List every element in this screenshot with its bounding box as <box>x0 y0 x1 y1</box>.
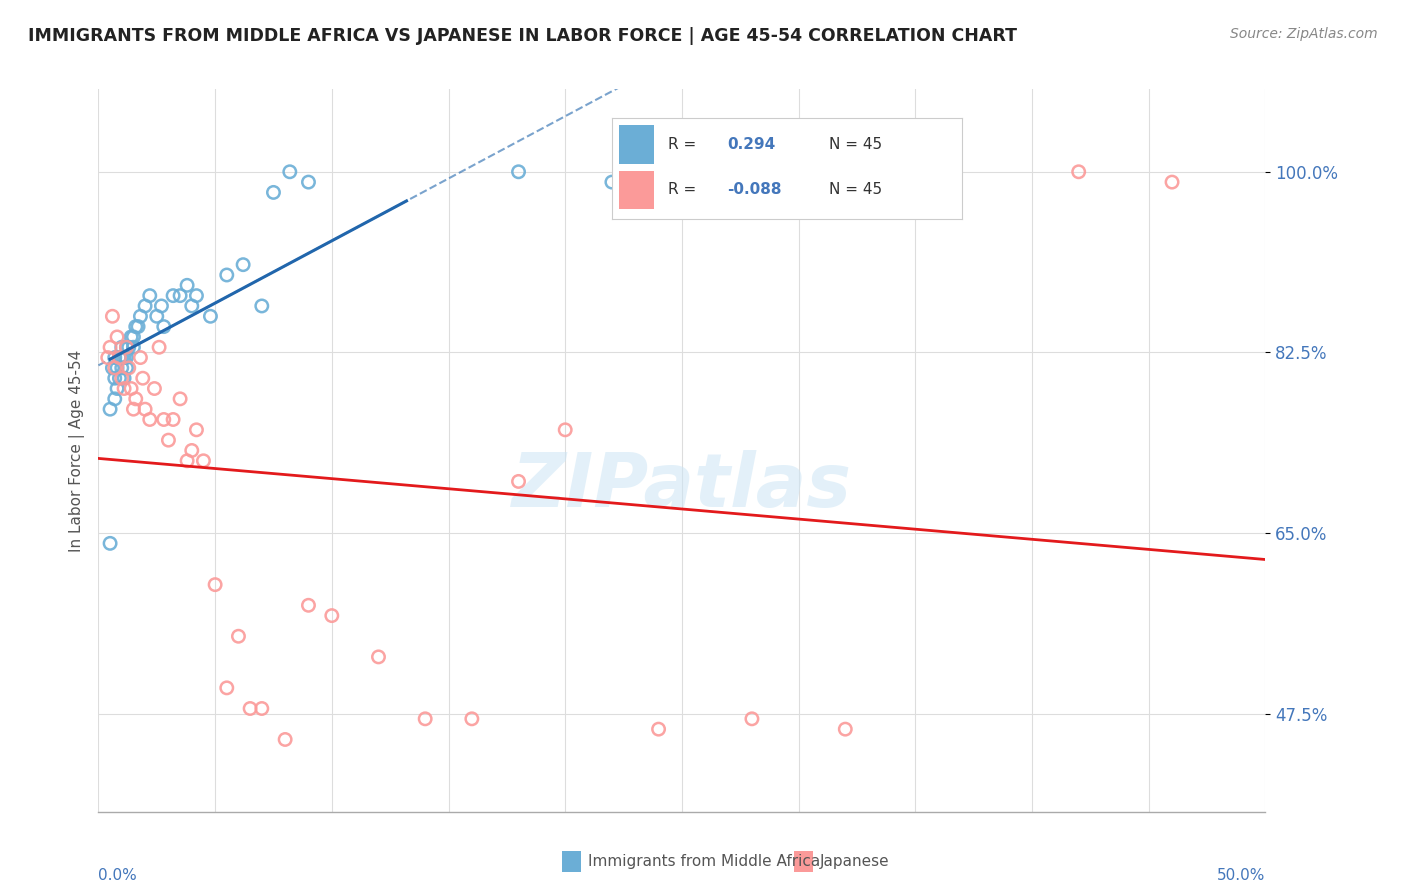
Point <box>104 360 127 375</box>
Point <box>118 360 141 375</box>
Point <box>169 288 191 302</box>
Point <box>250 299 273 313</box>
Point <box>108 351 131 365</box>
Point <box>162 288 184 302</box>
Point <box>111 360 134 375</box>
Text: Source: ZipAtlas.com: Source: ZipAtlas.com <box>1230 27 1378 41</box>
Point <box>129 351 152 365</box>
Text: 0.0%: 0.0% <box>98 869 138 883</box>
Point <box>104 392 127 406</box>
Text: 50.0%: 50.0% <box>1218 869 1265 883</box>
Point <box>98 340 121 354</box>
Point <box>215 268 238 282</box>
Point <box>508 165 530 179</box>
Point <box>104 371 127 385</box>
Point <box>125 319 148 334</box>
Point <box>1161 175 1184 189</box>
Point <box>834 722 856 736</box>
Point <box>367 649 389 664</box>
Point <box>647 722 669 736</box>
Point <box>122 330 145 344</box>
Point <box>112 371 135 385</box>
Point <box>122 340 145 354</box>
Point <box>278 165 301 179</box>
Point <box>239 701 262 715</box>
Point <box>112 351 135 365</box>
Point <box>115 351 138 365</box>
Point <box>554 423 576 437</box>
Point <box>297 175 319 189</box>
Point <box>176 454 198 468</box>
Point <box>105 360 128 375</box>
Point <box>139 288 162 302</box>
Point <box>169 392 191 406</box>
Point <box>143 382 166 396</box>
Point <box>508 475 530 489</box>
Point <box>122 402 145 417</box>
Point <box>297 599 319 613</box>
Point <box>115 340 138 354</box>
Point <box>105 330 128 344</box>
Point <box>104 351 127 365</box>
Y-axis label: In Labor Force | Age 45-54: In Labor Force | Age 45-54 <box>69 350 84 551</box>
Point <box>186 423 208 437</box>
Point <box>101 360 124 375</box>
Point <box>118 340 141 354</box>
Point <box>148 340 170 354</box>
Point <box>274 732 297 747</box>
Point <box>111 371 134 385</box>
Point <box>132 371 155 385</box>
Point <box>180 299 202 313</box>
Text: ZIPatlas: ZIPatlas <box>512 450 852 523</box>
Point <box>600 175 623 189</box>
Point <box>262 186 284 200</box>
Point <box>127 319 149 334</box>
Point <box>186 288 208 302</box>
Point <box>228 629 250 643</box>
Point <box>413 712 436 726</box>
Point <box>152 412 174 426</box>
Point <box>108 371 131 385</box>
Point <box>134 402 156 417</box>
Point <box>215 681 238 695</box>
Point <box>108 351 131 365</box>
Point <box>115 360 138 375</box>
Point <box>129 310 152 324</box>
Point <box>134 299 156 313</box>
Point <box>204 577 226 591</box>
Point <box>176 278 198 293</box>
Point <box>101 310 124 324</box>
Point <box>115 340 138 354</box>
Text: Immigrants from Middle Africa: Immigrants from Middle Africa <box>588 855 820 869</box>
Point <box>321 608 343 623</box>
Point <box>120 330 142 344</box>
Point <box>152 319 174 334</box>
Point <box>200 310 222 324</box>
Point <box>108 351 131 365</box>
Point <box>120 382 142 396</box>
Point <box>741 712 763 726</box>
Point <box>97 351 120 365</box>
Point <box>105 382 128 396</box>
Point <box>150 299 173 313</box>
Point <box>250 701 273 715</box>
Point <box>112 382 135 396</box>
Point <box>1067 165 1090 179</box>
Point <box>98 402 121 417</box>
Point <box>157 433 180 447</box>
Point <box>111 351 134 365</box>
Point <box>146 310 169 324</box>
Text: IMMIGRANTS FROM MIDDLE AFRICA VS JAPANESE IN LABOR FORCE | AGE 45-54 CORRELATION: IMMIGRANTS FROM MIDDLE AFRICA VS JAPANES… <box>28 27 1017 45</box>
Point <box>125 392 148 406</box>
Point <box>461 712 484 726</box>
Point <box>180 443 202 458</box>
Text: Japanese: Japanese <box>820 855 890 869</box>
Point <box>193 454 215 468</box>
Point <box>139 412 162 426</box>
Point <box>111 340 134 354</box>
Point <box>232 258 254 272</box>
Point <box>98 536 121 550</box>
Point <box>162 412 184 426</box>
